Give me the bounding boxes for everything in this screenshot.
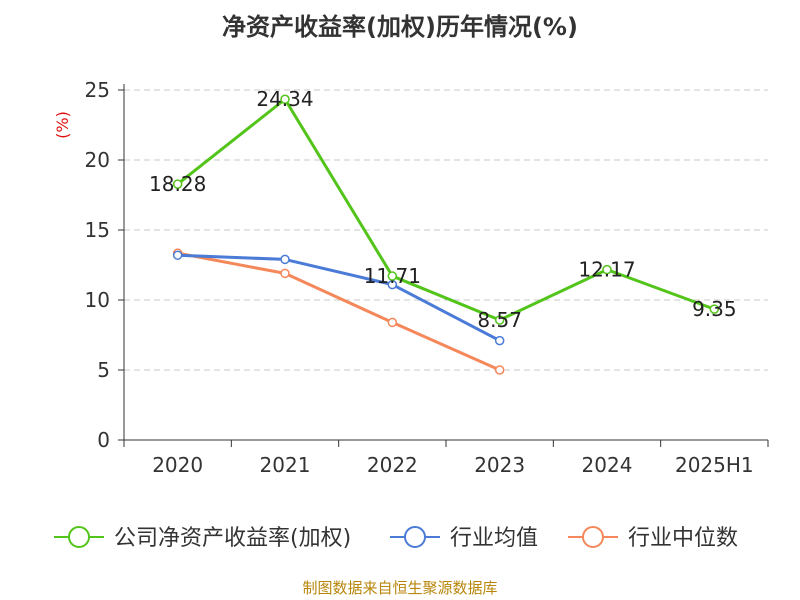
series-0-point bbox=[387, 271, 398, 281]
source-note: 制图数据来自恒生聚源数据库 bbox=[302, 579, 497, 597]
series-2-point bbox=[387, 317, 398, 328]
legend-label-2: 行业中位数 bbox=[628, 526, 738, 551]
series-line-1 bbox=[177, 253, 501, 342]
series-0-point bbox=[280, 94, 290, 104]
series-0-point bbox=[172, 179, 183, 189]
y-tick-label: 15 bbox=[85, 218, 110, 242]
grid-lines bbox=[124, 89, 768, 371]
x-tick-label: 2022 bbox=[367, 453, 418, 477]
series-1-point bbox=[494, 335, 505, 346]
y-tick-label: 0 bbox=[97, 428, 110, 452]
data-label: 18.28 bbox=[149, 172, 206, 196]
data-label: 9.35 bbox=[692, 297, 737, 321]
legend-marker-0 bbox=[68, 526, 90, 548]
series-0-point bbox=[602, 264, 612, 275]
series-1-point bbox=[280, 254, 290, 265]
x-tick-label: 2025H1 bbox=[675, 453, 754, 477]
legend-label-1: 行业均值 bbox=[450, 526, 538, 551]
data-label: 11.71 bbox=[364, 264, 421, 288]
legend: 公司净资产收益率(加权) 行业均值 行业中位数 bbox=[54, 526, 738, 551]
series-layer bbox=[172, 94, 720, 375]
data-label: 8.57 bbox=[477, 308, 522, 332]
x-tick-label: 2023 bbox=[474, 453, 525, 477]
chart-title: 净资产收益率(加权)历年情况(%) bbox=[222, 13, 578, 41]
series-1-point bbox=[172, 250, 183, 260]
series-line-0 bbox=[176, 97, 715, 322]
series-0-point bbox=[709, 304, 720, 314]
x-tick-label: 2021 bbox=[260, 453, 311, 477]
legend-label-0: 公司净资产收益率(加权) bbox=[114, 526, 351, 551]
x-tick-label: 2020 bbox=[152, 453, 203, 477]
y-tick-label: 5 bbox=[97, 358, 110, 382]
series-2-point bbox=[494, 365, 505, 375]
data-label: 12.17 bbox=[578, 258, 635, 282]
x-tick-label: 2024 bbox=[582, 453, 633, 477]
axes: 0 5 10 15 20 25 2020 2021 2022 2023 2024 2025H1 bbox=[85, 78, 769, 477]
legend-marker-2 bbox=[582, 526, 604, 548]
series-2-point bbox=[280, 268, 290, 279]
y-tick-label: 20 bbox=[85, 148, 110, 172]
data-label: 24.34 bbox=[256, 87, 313, 111]
series-line-2 bbox=[177, 251, 501, 372]
series-0-point bbox=[494, 315, 505, 325]
y-tick-label: 10 bbox=[85, 288, 110, 312]
data-labels: 18.28 24.34 11.71 8.57 12.17 9.35 bbox=[149, 87, 737, 332]
y-tick-label: 25 bbox=[85, 78, 110, 102]
legend-marker-1 bbox=[404, 526, 426, 548]
y-axis-label: (%) bbox=[53, 111, 72, 139]
